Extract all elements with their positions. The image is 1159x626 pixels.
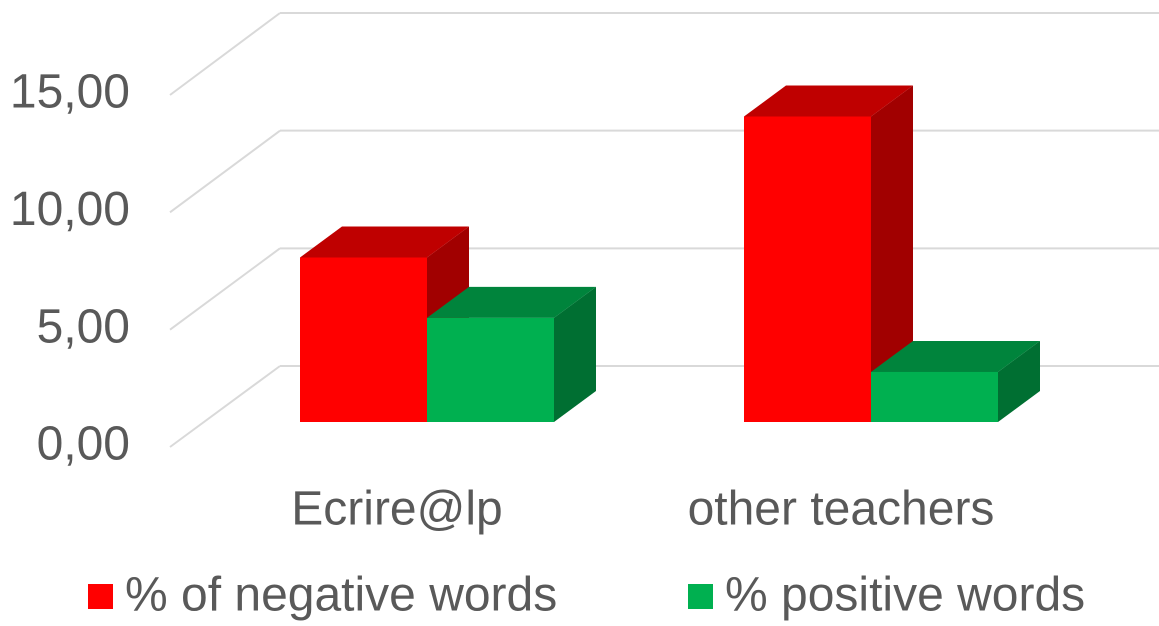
bar-front [427,317,554,422]
bar-side [554,286,596,422]
bar-side [998,340,1040,422]
y-tick-label: 5,00 [37,300,130,353]
bar-top [300,226,469,258]
y-tick-label: 15,00 [10,66,130,119]
bar-front [744,116,871,422]
legend-label: % positive words [725,569,1085,622]
x-tick-label: other teachers [688,483,995,536]
legend-swatch [688,584,713,609]
bar-front [300,257,427,422]
bar-top [871,340,1040,372]
bar-top [744,85,913,117]
bar [427,286,596,422]
bar [871,340,1040,422]
grid-line-depth [169,12,281,96]
y-tick-label: 10,00 [10,183,130,236]
y-tick-label: 0,00 [37,418,130,471]
x-tick-label: Ecrire@lp [291,483,502,536]
bar-top [427,286,596,318]
legend-label: % of negative words [125,569,557,622]
bar [744,85,913,422]
legend-swatch [88,584,113,609]
grid-line-depth [169,129,281,214]
grid-line-depth [169,365,281,448]
bar-side [871,85,913,422]
grid-line-depth [169,247,281,331]
bar-front [871,371,998,422]
